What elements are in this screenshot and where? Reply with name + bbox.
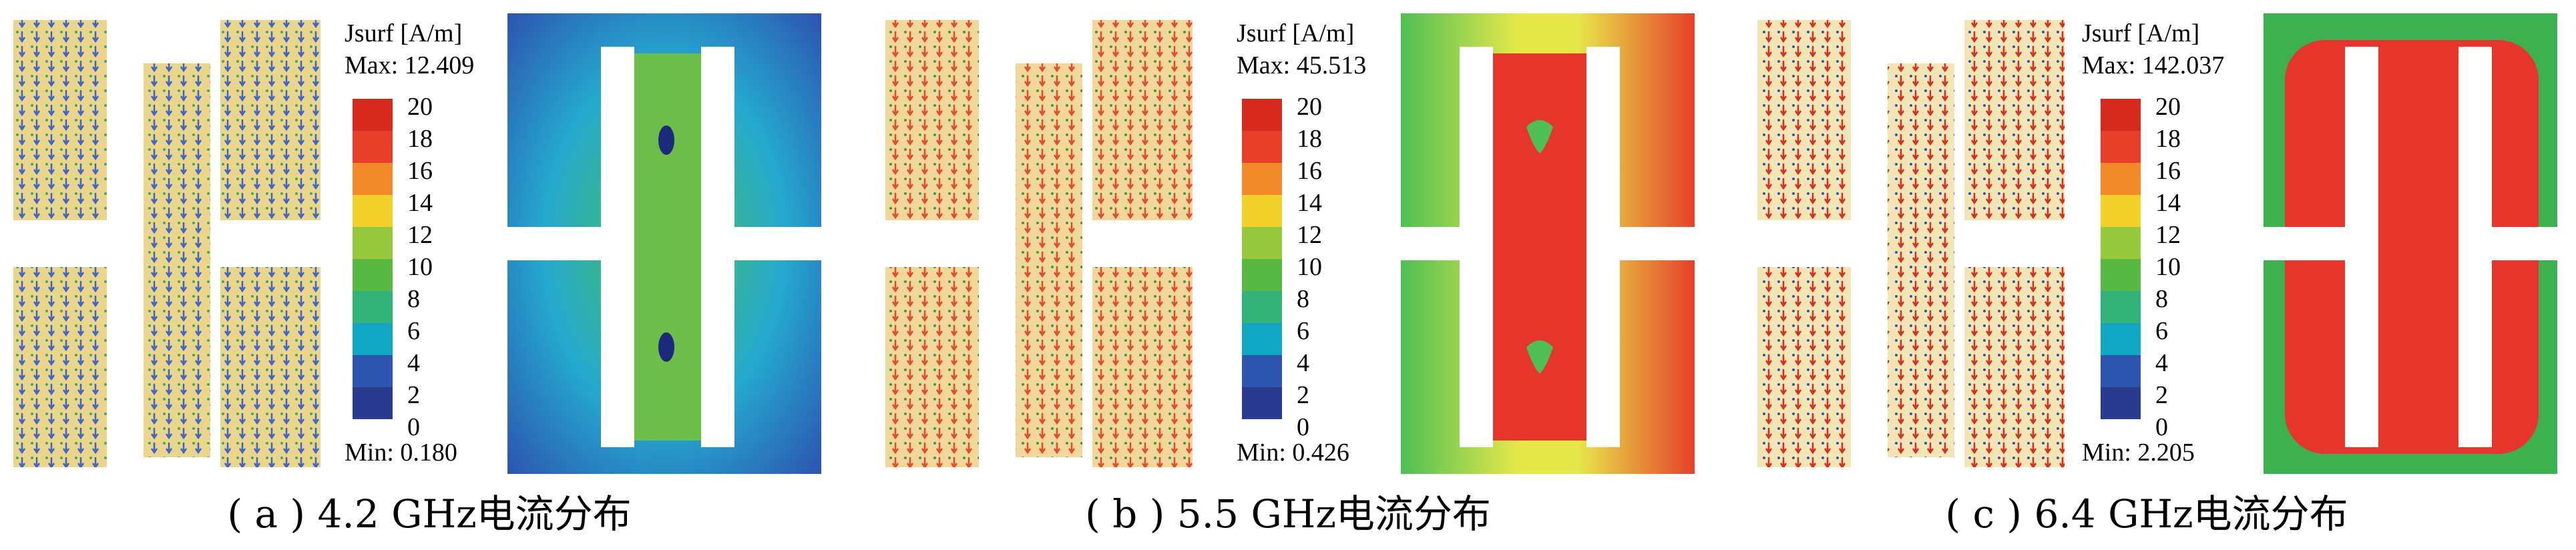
scale-color-block (353, 291, 393, 323)
scale-color-block (1242, 291, 1282, 323)
quantity-label: Jsurf [A/m] (1237, 19, 1355, 47)
scale-color-block (2101, 195, 2141, 227)
surface-current-map (507, 13, 821, 474)
panel-c: Jsurf [A/m] Max: 142.037 Min: 2.205 20 18… (1717, 0, 2576, 550)
scale-color-block (1242, 131, 1282, 163)
scale-tick-label: 14 (407, 189, 433, 217)
scale-tick-label: 10 (2155, 253, 2181, 281)
scale-tick-label: 14 (2155, 189, 2181, 217)
scale-tick-label: 12 (1297, 221, 1322, 249)
scale-tick-label: 4 (2155, 349, 2168, 377)
min-value: Min: 0.180 (345, 439, 457, 467)
panel-caption: ( c ) 6.4 GHz电流分布 (1945, 491, 2348, 537)
scale-tick-label: 10 (407, 253, 433, 281)
scale-color-block (1242, 259, 1282, 291)
scale-color-block (2101, 227, 2141, 259)
scale-color-block (1242, 99, 1282, 131)
scale-tick-label: 18 (1297, 125, 1322, 153)
vector-field-left (1757, 20, 2065, 467)
scale-color-block (2101, 131, 2141, 163)
scale-tick-label: 4 (1297, 349, 1309, 377)
panel-b: Jsurf [A/m] Max: 45.513 Min: 0.426 20 18 1… (859, 0, 1717, 550)
scale-color-block (2101, 163, 2141, 195)
scale-color-block (353, 99, 393, 131)
scale-tick-label: 0 (407, 413, 420, 441)
scale-tick-label: 0 (2155, 413, 2168, 441)
scale-tick-label: 2 (407, 381, 420, 409)
scale-tick-label: 12 (407, 221, 433, 249)
scale-color-block (353, 355, 393, 387)
panel-caption: ( b ) 5.5 GHz电流分布 (1085, 491, 1491, 537)
scale-color-block (353, 195, 393, 227)
scale-color-block (2101, 355, 2141, 387)
panel-c-graphics (1757, 13, 2557, 474)
scale-tick-label: 12 (2155, 221, 2181, 249)
panel-a-graphics (13, 13, 821, 474)
scale-color-block (2101, 259, 2141, 291)
scale-tick-label: 8 (1297, 285, 1309, 313)
scale-tick-label: 14 (1297, 189, 1322, 217)
vector-field-left (13, 20, 320, 467)
min-value: Min: 0.426 (1237, 439, 1349, 467)
color-scale (2101, 99, 2141, 419)
max-value: Max: 12.409 (345, 51, 475, 79)
scale-color-block (2101, 291, 2141, 323)
scale-tick-label: 6 (407, 317, 420, 345)
panel-b-graphics (885, 13, 1695, 474)
surface-current-map (2264, 13, 2557, 474)
scale-tick-label: 20 (2155, 93, 2181, 121)
quantity-label: Jsurf [A/m] (345, 19, 463, 47)
scale-color-block (1242, 323, 1282, 355)
quantity-label: Jsurf [A/m] (2082, 19, 2200, 47)
scale-tick-label: 18 (407, 125, 433, 153)
scale-color-block (353, 163, 393, 195)
scale-color-block (353, 387, 393, 419)
color-scale (353, 99, 393, 419)
scale-tick-label: 20 (1297, 93, 1322, 121)
scale-tick-label: 8 (2155, 285, 2168, 313)
scale-color-block (353, 131, 393, 163)
scale-color-block (353, 227, 393, 259)
scale-tick-label: 2 (1297, 381, 1309, 409)
scale-color-block (1242, 163, 1282, 195)
panel-caption: ( a ) 4.2 GHz电流分布 (227, 491, 632, 537)
scale-tick-label: 16 (407, 157, 433, 185)
scale-tick-label: 6 (2155, 317, 2168, 345)
scale-tick-label: 20 (407, 93, 433, 121)
min-value: Min: 2.205 (2082, 439, 2195, 467)
panel-a: Jsurf [A/m] Max: 12.409 Min: 0.180 20 18 1… (0, 0, 859, 550)
scale-tick-label: 10 (1297, 253, 1322, 281)
color-scale (1242, 99, 1282, 419)
scale-color-block (353, 259, 393, 291)
surface-current-map (1401, 13, 1695, 474)
scale-color-block (1242, 227, 1282, 259)
scale-color-block (1242, 387, 1282, 419)
scale-tick-label: 2 (2155, 381, 2168, 409)
scale-color-block (2101, 99, 2141, 131)
scale-tick-label: 6 (1297, 317, 1309, 345)
scale-tick-label: 16 (2155, 157, 2181, 185)
scale-color-block (2101, 387, 2141, 419)
scale-color-block (1242, 355, 1282, 387)
scale-tick-label: 0 (1297, 413, 1309, 441)
scale-tick-label: 18 (2155, 125, 2181, 153)
max-value: Max: 45.513 (1237, 51, 1367, 79)
scale-color-block (353, 323, 393, 355)
scale-color-block (1242, 195, 1282, 227)
max-value: Max: 142.037 (2082, 51, 2225, 79)
scale-color-block (2101, 323, 2141, 355)
vector-field-left (885, 20, 1193, 467)
scale-tick-label: 8 (407, 285, 420, 313)
scale-tick-label: 16 (1297, 157, 1322, 185)
scale-tick-label: 4 (407, 349, 420, 377)
